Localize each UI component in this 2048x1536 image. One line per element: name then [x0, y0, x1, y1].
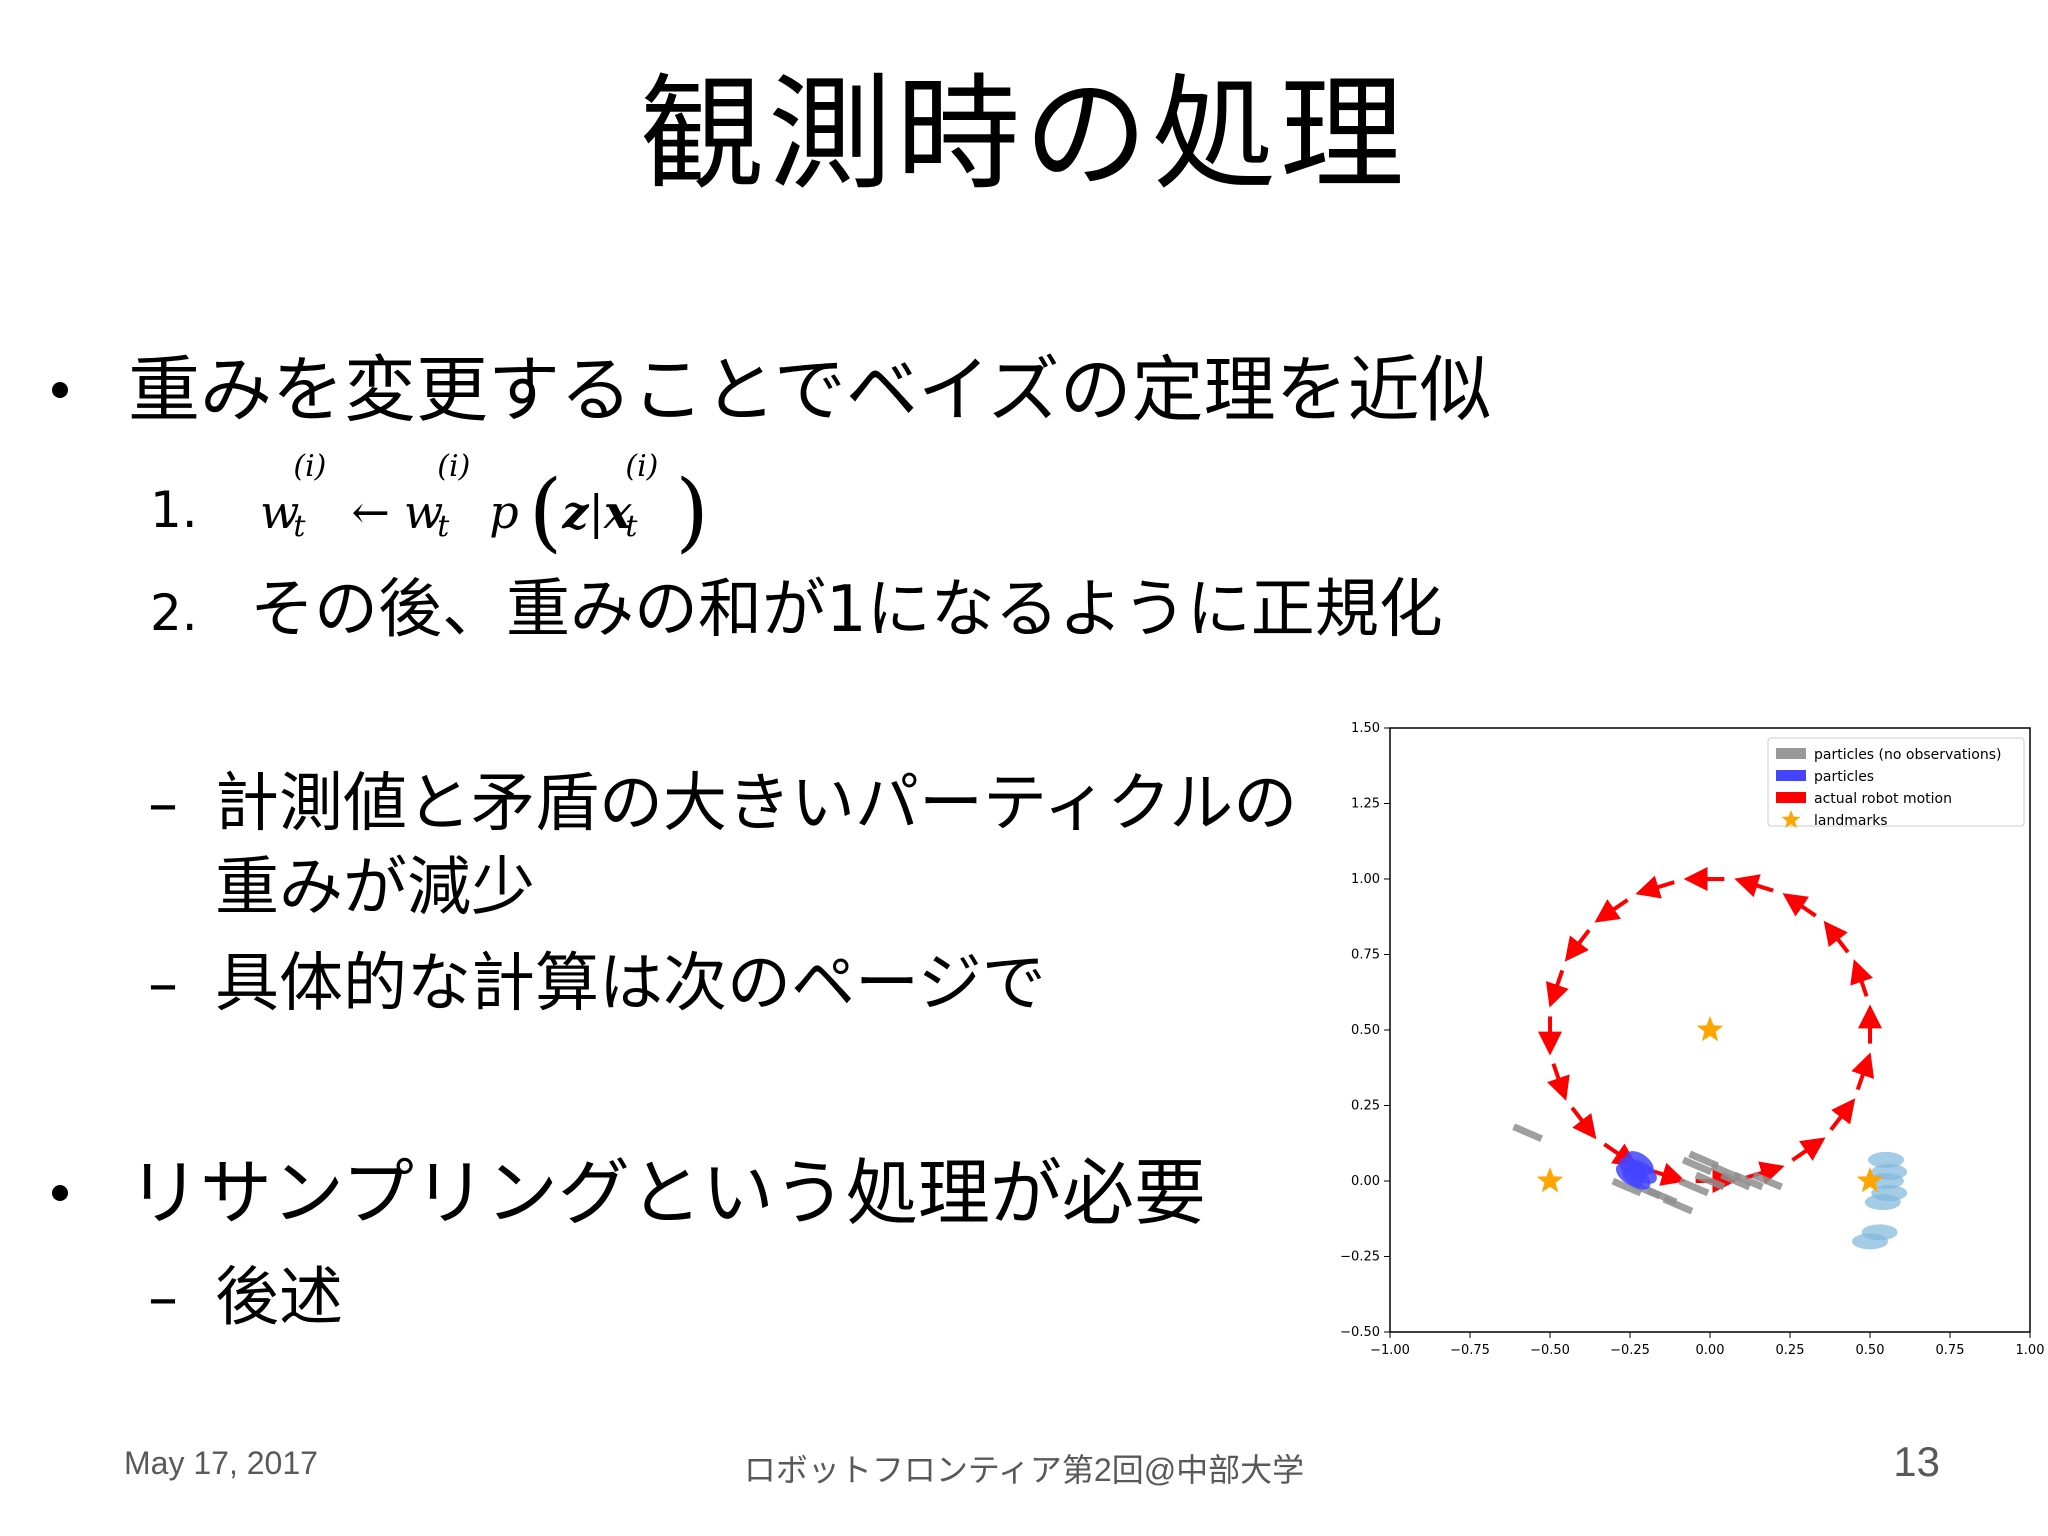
robot-motion-arrow [1782, 893, 1817, 918]
landmark-star [1536, 1167, 1564, 1193]
page-number: 13 [1893, 1438, 1940, 1485]
dash-2: – [148, 949, 178, 1019]
y-tick-label: 0.00 [1351, 1174, 1380, 1189]
y-tick-label: −0.25 [1340, 1250, 1380, 1265]
robot-motion-arrow [1829, 1098, 1856, 1131]
eq-p: p [489, 485, 519, 539]
sub-bullet-1-line-2: 重みが減少 [215, 851, 535, 925]
bullet-1-text: 重みを変更することでベイズの定理を近似 [128, 348, 1492, 432]
bullet-dot [52, 1185, 68, 1201]
particle-no-obs [1662, 1195, 1694, 1215]
particle-no-obs [1688, 1150, 1719, 1170]
x-tick-label: −0.25 [1610, 1343, 1650, 1358]
legend-label: actual robot motion [1814, 791, 1952, 807]
sub-bullet-1-line-1: 計測値と矛盾の大きいパーティクルの [215, 767, 1298, 841]
x-tick-label: −0.75 [1450, 1343, 1490, 1358]
particle-no-obs [1681, 1156, 1713, 1176]
x-tick-label: 0.00 [1696, 1343, 1725, 1358]
robot-motion-arrow [1823, 920, 1850, 954]
eq-bar: | [588, 485, 604, 539]
y-tick-label: 1.00 [1351, 872, 1380, 887]
sub-bullet-3: 後述 [215, 1261, 343, 1335]
legend-box [1767, 737, 2025, 827]
robot-motion-arrow [1545, 969, 1569, 1008]
bullet-dot [52, 382, 68, 398]
robot-motion-arrow [1851, 1052, 1875, 1091]
eq-arrow: ← [351, 485, 390, 539]
dash-3: – [148, 1263, 178, 1333]
robot-motion-arrow [1594, 898, 1629, 923]
legend-label: particles (no observations) [1814, 747, 2001, 763]
y-tick-label: 1.50 [1351, 721, 1380, 736]
bullet-1: 重みを変更することでベイズの定理を近似 [52, 345, 1492, 435]
eq-x: x (i) t [603, 449, 659, 544]
robot-motion-arrow [1547, 1063, 1570, 1101]
footer-title: ロボットフロンティア第2回@中部大学 [743, 1452, 1305, 1488]
y-tick-label: 0.25 [1351, 1099, 1380, 1114]
bullet-2: リサンプリングという処理が必要 [52, 1148, 1206, 1238]
particle-light [1852, 1233, 1888, 1250]
robot-motion-arrow [1564, 929, 1591, 962]
x-tick-label: 0.50 [1856, 1343, 1885, 1358]
particle-filter-plot: −1.00 −0.75 −0.50 −0.25 0.00 0.25 0.50 0.75 1.00… [1340, 721, 2045, 1358]
particle-no-obs [1512, 1123, 1543, 1142]
x-tick-label: −0.50 [1530, 1343, 1570, 1358]
eq-close-paren: ) [675, 462, 709, 562]
weight-update-equation: w (i) t ← w (i) t p ( z | x (i) t ) [260, 449, 709, 562]
legend-star [1781, 810, 1801, 829]
dash-1: – [148, 769, 178, 839]
eq-z: z [562, 485, 589, 539]
slide-title: 観測時の処理 [639, 63, 1408, 207]
robot-motion-arrow [1745, 1161, 1785, 1185]
robot-motion-arrow [1734, 874, 1774, 898]
x-tick-label: 0.25 [1776, 1343, 1805, 1358]
step-1-number: 1. [150, 481, 198, 539]
eq-open-paren: ( [528, 462, 563, 562]
step-2-text: その後、重みの和が1になるように正規化 [250, 573, 1443, 647]
particle-no-obs [1678, 1177, 1710, 1197]
x-tick-label: −1.00 [1370, 1343, 1410, 1358]
landmark-star [1696, 1016, 1724, 1042]
y-tick-label: −0.50 [1340, 1325, 1380, 1340]
step-2-number: 2. [150, 584, 198, 642]
legend-label: landmarks [1814, 813, 1888, 829]
legend-swatch [1776, 770, 1806, 781]
robot-motion-arrow [1791, 1137, 1826, 1162]
eq-w-rhs: w (i) t [403, 449, 471, 544]
y-tick-label: 0.50 [1351, 1023, 1380, 1038]
bullet-2-text: リサンプリングという処理が必要 [128, 1151, 1206, 1235]
particle-no-obs [1694, 1171, 1726, 1191]
particle-light [1868, 1151, 1904, 1168]
particle [1628, 1160, 1657, 1184]
legend-swatch [1776, 792, 1806, 803]
legend-swatch [1776, 748, 1806, 759]
particle-no-obs [1611, 1177, 1643, 1197]
robot-motion-arrow [1635, 875, 1675, 899]
robot-motion-arrow [1570, 1106, 1597, 1140]
particle-no-obs [1752, 1171, 1783, 1191]
particle-light [1864, 1194, 1901, 1211]
sub-bullet-2: 具体的な計算は次のページで [215, 947, 1046, 1021]
robot-motion-arrow [1850, 959, 1873, 997]
y-tick-label: 0.75 [1351, 948, 1380, 963]
x-tick-label: 0.75 [1936, 1343, 1965, 1358]
eq-w-lhs: w (i) t [260, 449, 327, 544]
particle-no-obs [1733, 1171, 1764, 1191]
y-tick-label: 1.25 [1351, 797, 1380, 812]
footer-date: May 17, 2017 [124, 1445, 318, 1481]
legend-label: particles [1814, 769, 1874, 785]
landmark-star [1856, 1167, 1884, 1193]
x-tick-label: 1.00 [2016, 1343, 2045, 1358]
particle-no-obs [1720, 1171, 1751, 1191]
